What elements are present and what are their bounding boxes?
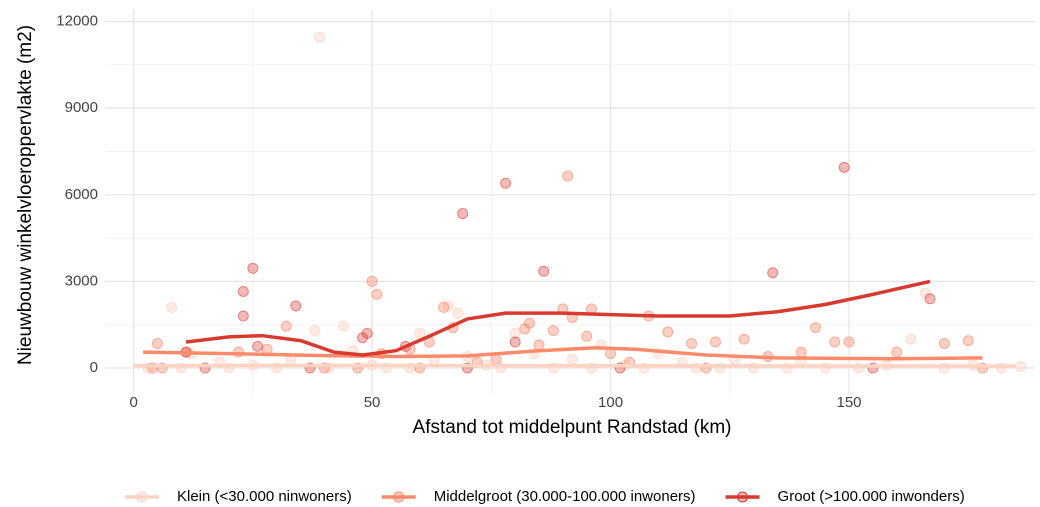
y-tick-label: 12000	[56, 13, 98, 30]
legend-label: Groot (>100.000 inwonders)	[778, 488, 965, 505]
point	[1015, 361, 1027, 373]
point	[938, 337, 950, 349]
point	[891, 346, 903, 358]
point	[280, 320, 292, 332]
point	[237, 286, 249, 298]
point	[438, 301, 450, 313]
point	[547, 324, 559, 336]
trend-line	[133, 363, 1016, 368]
legend-key-point	[393, 491, 405, 503]
legend-label: Klein (<30.000 ninwoners)	[177, 488, 352, 505]
point	[810, 322, 822, 334]
point	[151, 337, 163, 349]
point	[457, 208, 469, 220]
trend-line	[185, 279, 931, 357]
point	[252, 340, 264, 352]
point	[452, 307, 464, 319]
legend-key-point	[136, 491, 148, 503]
point	[962, 335, 974, 347]
x-tick-label: 100	[598, 394, 623, 411]
x-tick-label: 150	[836, 394, 861, 411]
y-tick-label: 0	[90, 359, 98, 376]
point	[738, 333, 750, 345]
point	[581, 330, 593, 342]
point	[562, 170, 574, 182]
point	[686, 337, 698, 349]
point	[905, 333, 917, 345]
point	[662, 326, 674, 338]
point	[709, 336, 721, 348]
point	[795, 346, 807, 358]
point	[523, 317, 535, 329]
point	[924, 293, 936, 305]
trend-line	[143, 346, 983, 361]
point	[533, 339, 545, 351]
y-tick-label: 9000	[65, 99, 98, 116]
point	[237, 310, 249, 322]
point	[538, 265, 550, 277]
y-axis-label: Nieuwbouw winkelvloeroppervlakte (m2)	[15, 25, 36, 365]
point	[509, 327, 521, 339]
point	[166, 301, 178, 313]
point	[371, 288, 383, 300]
legend: Klein (<30.000 ninwoners) Middelgroot (30…	[125, 488, 965, 505]
point	[566, 353, 578, 365]
point	[490, 353, 502, 365]
point	[290, 300, 302, 312]
y-tick-label: 6000	[65, 186, 98, 203]
x-tick-label: 0	[129, 394, 137, 411]
point	[843, 336, 855, 348]
point	[500, 177, 512, 189]
point	[309, 324, 321, 336]
point	[829, 336, 841, 348]
point	[366, 275, 378, 287]
y-tick-label: 3000	[65, 272, 98, 289]
legend-label: Middelgroot (30.000-100.000 inwoners)	[434, 488, 696, 505]
x-axis-label: Afstand tot middelpunt Randstad (km)	[413, 417, 732, 438]
point	[414, 327, 426, 339]
legend-key-point	[737, 491, 749, 503]
x-tick-label: 50	[364, 394, 381, 411]
point	[509, 336, 521, 348]
point	[357, 332, 369, 344]
point	[314, 31, 326, 43]
point	[337, 320, 349, 332]
point	[767, 267, 779, 279]
point	[838, 161, 850, 173]
point	[247, 262, 259, 274]
